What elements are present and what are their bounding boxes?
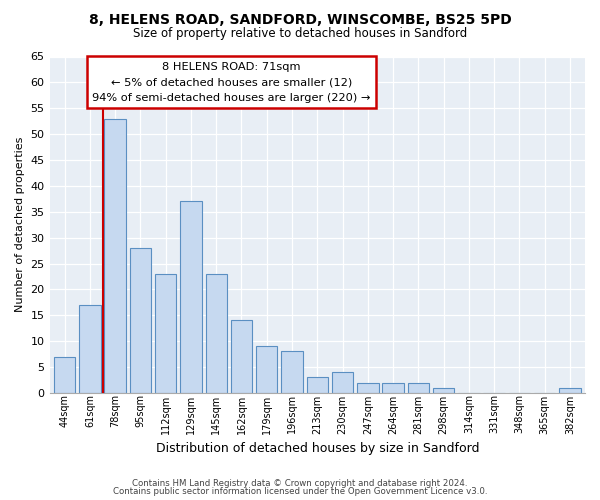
Bar <box>407 382 429 393</box>
Bar <box>54 356 76 393</box>
Bar <box>307 378 328 393</box>
Y-axis label: Number of detached properties: Number of detached properties <box>15 137 25 312</box>
Bar <box>332 372 353 393</box>
Bar <box>256 346 277 393</box>
Bar <box>104 118 126 393</box>
Text: Contains public sector information licensed under the Open Government Licence v3: Contains public sector information licen… <box>113 487 487 496</box>
Text: 8, HELENS ROAD, SANDFORD, WINSCOMBE, BS25 5PD: 8, HELENS ROAD, SANDFORD, WINSCOMBE, BS2… <box>89 12 511 26</box>
Bar <box>206 274 227 393</box>
Text: Contains HM Land Registry data © Crown copyright and database right 2024.: Contains HM Land Registry data © Crown c… <box>132 478 468 488</box>
Bar <box>357 382 379 393</box>
Bar <box>382 382 404 393</box>
Text: 8 HELENS ROAD: 71sqm
← 5% of detached houses are smaller (12)
94% of semi-detach: 8 HELENS ROAD: 71sqm ← 5% of detached ho… <box>92 62 371 102</box>
Text: Size of property relative to detached houses in Sandford: Size of property relative to detached ho… <box>133 28 467 40</box>
Bar <box>180 202 202 393</box>
Bar <box>231 320 252 393</box>
Bar <box>559 388 581 393</box>
X-axis label: Distribution of detached houses by size in Sandford: Distribution of detached houses by size … <box>155 442 479 455</box>
Bar <box>130 248 151 393</box>
Bar <box>79 305 101 393</box>
Bar <box>155 274 176 393</box>
Bar <box>433 388 454 393</box>
Bar <box>281 352 303 393</box>
